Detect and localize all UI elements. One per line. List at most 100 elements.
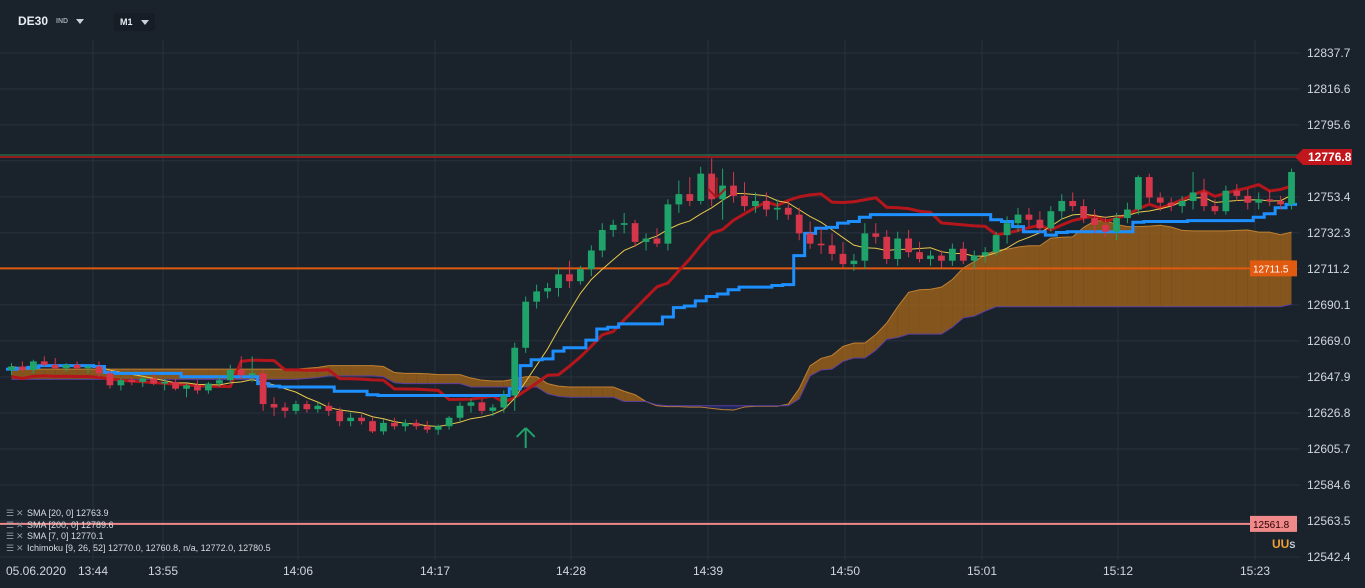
close-icon[interactable]: ✕ <box>16 519 24 530</box>
candle-body <box>336 410 344 422</box>
bearish-candle <box>828 233 836 261</box>
bullish-candle <box>587 245 595 277</box>
candle-body <box>40 361 48 365</box>
price-tag-text: 12776.8 <box>1308 150 1352 164</box>
price-tick-label: 12711.2 <box>1307 262 1350 276</box>
bullish-candle <box>970 250 978 270</box>
price-axis[interactable]: 12837.712816.612795.612774.612753.412732… <box>1307 46 1351 564</box>
cloud-segment <box>930 287 942 335</box>
time-tick-label: 14:39 <box>693 564 723 578</box>
candle-body <box>828 245 836 254</box>
cloud-segment <box>821 355 833 370</box>
instrument-symbol: DE30 <box>18 14 49 28</box>
cloud-segment <box>952 267 964 328</box>
cloud-segment <box>1028 245 1040 307</box>
indicator-legend: ☰ ✕ SMA [20, 0] 12763.9 ☰ ✕ SMA [200, 0] 1… <box>6 508 271 554</box>
bearish-candle <box>653 228 661 248</box>
bearish-candle <box>194 380 201 394</box>
bullish-candle <box>992 231 1000 256</box>
candle-body <box>150 378 158 384</box>
chevron-down-icon <box>140 19 149 25</box>
legend-item[interactable]: ☰ ✕ Ichimoku [9, 26, 52] 12770.0, 12760.8… <box>6 543 271 555</box>
cloud-segment <box>853 343 865 358</box>
bullish-candle <box>314 402 322 413</box>
candle-body <box>434 426 442 430</box>
bearish-candle <box>1145 173 1153 203</box>
bearish-candle <box>172 378 179 391</box>
bearish-candle <box>259 369 267 411</box>
bullish-candle <box>675 180 683 213</box>
timeframe-value: M1 <box>120 17 133 27</box>
cloud-segment <box>886 306 898 340</box>
candle-body <box>533 291 541 302</box>
price-tag-bg <box>1295 148 1352 165</box>
bullish-candle <box>1134 175 1142 215</box>
timeframe-dropdown[interactable]: M1 <box>114 13 155 31</box>
candle-body <box>850 260 858 265</box>
bullish-candle <box>489 404 497 417</box>
cloud-segment <box>449 374 461 384</box>
bullish-candle <box>894 231 902 266</box>
legend-text: SMA [20, 0] 12763.9 <box>27 508 109 518</box>
candle-body <box>576 269 584 282</box>
settings-icon[interactable]: ☰ <box>6 542 15 553</box>
cloud-segment <box>460 374 471 388</box>
instrument-selector[interactable]: DE30 IND <box>18 14 85 28</box>
candle-body <box>1014 214 1022 224</box>
legend-item[interactable]: ☰ ✕ SMA [20, 0] 12763.9 <box>6 508 271 520</box>
price-tag-bg <box>1250 260 1297 277</box>
cloud-segment <box>985 250 997 312</box>
cloud-span-b <box>11 303 1292 407</box>
candle-body <box>500 395 508 408</box>
candle-body <box>19 366 26 370</box>
candle-body <box>1167 202 1175 207</box>
bullish-candle <box>1113 212 1120 241</box>
close-icon[interactable]: ✕ <box>16 542 24 553</box>
legend-item[interactable]: ☰ ✕ SMA [200, 0] 12789.6 <box>6 520 271 532</box>
settings-icon[interactable]: ☰ <box>6 531 15 541</box>
candle-body <box>1113 218 1120 232</box>
bearish-candle <box>1025 207 1033 227</box>
horizontal-price-lines[interactable] <box>0 154 1297 525</box>
candle-body <box>598 229 606 251</box>
bearish-candle <box>303 400 311 413</box>
sma-7-line <box>11 192 1292 428</box>
bearish-candle <box>1156 192 1164 212</box>
candle-body <box>8 366 15 370</box>
bullish-candle <box>401 419 409 432</box>
time-axis[interactable]: 05.06.2020 13:44 13:55 14:06 14:17 14:28 14:39… <box>6 564 1270 578</box>
legend-item[interactable]: ☰ ✕ SMA [7, 0] 12770.1 <box>6 531 271 543</box>
cloud-segment <box>383 366 395 383</box>
bearish-candle <box>51 357 59 370</box>
candle-body <box>522 301 530 348</box>
bearish-candle <box>270 397 278 417</box>
cloud-segment <box>1039 238 1051 307</box>
bearish-candle <box>795 207 803 241</box>
price-tick-label: 12816.6 <box>1307 82 1351 96</box>
cloud-segment <box>470 378 482 388</box>
candle-body <box>237 369 245 376</box>
date-label: 05.06.2020 <box>6 564 66 578</box>
settings-icon[interactable]: ☰ <box>6 519 15 530</box>
close-icon[interactable]: ✕ <box>16 531 24 541</box>
bullish-candle <box>773 199 781 220</box>
candle-body <box>1124 209 1131 219</box>
cloud-segment <box>284 369 296 380</box>
candle-body <box>1091 218 1098 225</box>
bearish-candle <box>1102 216 1109 237</box>
candle-body <box>762 200 770 210</box>
candle-body <box>1178 200 1186 207</box>
sma-200-line <box>11 183 1292 404</box>
close-icon[interactable]: ✕ <box>16 508 24 518</box>
candle-body <box>664 204 672 244</box>
bearish-candle <box>872 223 880 244</box>
time-tick-label: 15:01 <box>967 564 997 578</box>
legend-text: SMA [7, 0] 12770.1 <box>27 531 104 541</box>
settings-icon[interactable]: ☰ <box>6 508 15 518</box>
bullish-candle <box>161 378 169 391</box>
bearish-candle <box>325 402 333 417</box>
price-tick-label: 12795.6 <box>1307 118 1351 132</box>
bearish-candle <box>686 177 694 207</box>
bullish-candle <box>1047 206 1055 232</box>
